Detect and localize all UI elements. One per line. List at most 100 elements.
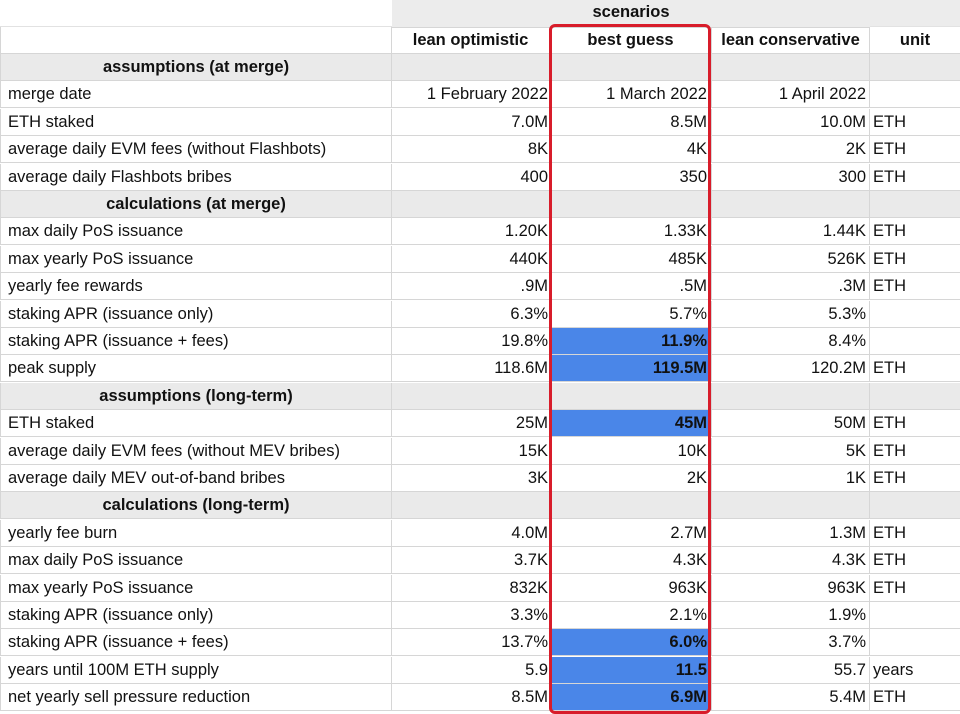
value-unit[interactable]: ETH [870,136,960,164]
col-header-lean-conservative[interactable]: lean conservative [712,27,870,54]
value-unit[interactable]: ETH [870,273,960,301]
row-label[interactable]: yearly fee burn [0,519,392,547]
row-label[interactable]: staking APR (issuance only) [0,300,392,328]
value-lean-conservative[interactable]: 2K [712,136,870,164]
value-lean-conservative[interactable]: 1.3M [712,519,870,547]
row-label[interactable]: ETH staked [0,108,392,136]
value-unit[interactable]: years [870,657,960,684]
value-lean-conservative[interactable]: 1 April 2022 [712,81,870,109]
value-lean-optimistic[interactable]: 7.0M [392,108,550,136]
row-label[interactable]: yearly fee rewards [0,273,392,301]
row-label[interactable]: peak supply [0,355,392,383]
value-lean-optimistic[interactable]: 1 February 2022 [392,81,550,109]
row-label[interactable]: staking APR (issuance + fees) [0,629,392,657]
value-lean-conservative[interactable]: 5K [712,437,870,465]
value-lean-conservative[interactable]: 300 [712,163,870,191]
value-lean-conservative[interactable]: 4.3K [712,547,870,575]
row-label[interactable]: max yearly PoS issuance [0,574,392,602]
value-lean-conservative[interactable]: 5.4M [712,684,870,712]
value-best-guess[interactable]: 2K [550,465,712,492]
value-lean-optimistic[interactable]: 8K [392,136,550,164]
col-header-unit[interactable]: unit [870,27,960,54]
value-best-guess[interactable]: 11.5 [550,656,712,684]
value-unit[interactable]: ETH [870,547,960,575]
value-unit[interactable]: ETH [870,410,960,438]
value-lean-conservative[interactable]: 50M [712,410,870,438]
row-label[interactable]: net yearly sell pressure reduction [0,684,392,712]
value-lean-optimistic[interactable]: 3.7K [392,547,550,575]
value-lean-optimistic[interactable]: 400 [392,163,550,191]
value-lean-optimistic[interactable]: 5.9 [392,656,550,684]
value-best-guess[interactable]: 11.9% [550,328,712,355]
value-best-guess[interactable]: 119.5M [550,355,712,383]
value-best-guess[interactable]: 8.5M [550,108,712,136]
value-lean-optimistic[interactable]: 19.8% [392,328,550,355]
col-header-lean-optimistic[interactable]: lean optimistic [392,27,550,54]
value-lean-optimistic[interactable]: 118.6M [392,355,550,383]
value-unit[interactable]: ETH [870,246,960,273]
value-unit[interactable] [870,328,960,355]
value-lean-conservative[interactable]: 3.7% [712,629,870,657]
value-lean-conservative[interactable]: 963K [712,574,870,602]
value-unit[interactable]: ETH [870,575,960,602]
value-unit[interactable] [870,602,960,629]
value-unit[interactable]: ETH [870,164,960,191]
value-unit[interactable]: ETH [870,109,960,136]
value-best-guess[interactable]: 6.9M [550,684,712,712]
value-unit[interactable]: ETH [870,438,960,465]
value-unit[interactable]: ETH [870,520,960,547]
row-label[interactable]: max daily PoS issuance [0,547,392,575]
value-unit[interactable]: ETH [870,465,960,492]
value-lean-conservative[interactable]: .3M [712,273,870,301]
value-best-guess[interactable]: 963K [550,574,712,602]
value-lean-conservative[interactable]: 1K [712,465,870,492]
value-best-guess[interactable]: 6.0% [550,629,712,657]
row-label[interactable]: average daily EVM fees (without MEV brib… [0,437,392,465]
value-lean-optimistic[interactable]: 13.7% [392,629,550,657]
value-lean-conservative[interactable]: 1.9% [712,602,870,629]
row-label[interactable]: average daily Flashbots bribes [0,163,392,191]
value-lean-optimistic[interactable]: 3.3% [392,602,550,629]
value-lean-conservative[interactable]: 8.4% [712,328,870,355]
value-lean-optimistic[interactable]: 1.20K [392,218,550,246]
value-best-guess[interactable]: 45M [550,410,712,438]
value-lean-conservative[interactable]: 526K [712,245,870,273]
value-unit[interactable]: ETH [870,355,960,383]
value-unit[interactable]: ETH [870,684,960,712]
value-best-guess[interactable]: 4.3K [550,547,712,575]
row-label[interactable]: average daily EVM fees (without Flashbot… [0,136,392,164]
row-label[interactable]: ETH staked [0,410,392,438]
value-best-guess[interactable]: 1.33K [550,218,712,246]
value-lean-conservative[interactable]: 55.7 [712,656,870,684]
row-label[interactable]: staking APR (issuance + fees) [0,328,392,355]
value-best-guess[interactable]: 4K [550,136,712,164]
row-label[interactable]: years until 100M ETH supply [0,656,392,684]
value-lean-optimistic[interactable]: 15K [392,437,550,465]
value-lean-optimistic[interactable]: 8.5M [392,684,550,712]
value-best-guess[interactable]: 485K [550,245,712,273]
value-lean-optimistic[interactable]: 3K [392,465,550,492]
value-lean-optimistic[interactable]: 832K [392,574,550,602]
value-unit[interactable] [870,301,960,328]
value-best-guess[interactable]: 350 [550,163,712,191]
value-best-guess[interactable]: 10K [550,437,712,465]
value-lean-optimistic[interactable]: 440K [392,245,550,273]
value-lean-conservative[interactable]: 120.2M [712,355,870,383]
row-label[interactable]: average daily MEV out-of-band bribes [0,465,392,492]
value-unit[interactable]: ETH [870,218,960,246]
value-best-guess[interactable]: .5M [550,273,712,301]
row-label[interactable]: merge date [0,81,392,109]
value-unit[interactable] [870,81,960,109]
value-best-guess[interactable]: 2.7M [550,519,712,547]
value-lean-optimistic[interactable]: 6.3% [392,300,550,328]
value-lean-optimistic[interactable]: 4.0M [392,519,550,547]
value-unit[interactable] [870,629,960,657]
value-lean-optimistic[interactable]: .9M [392,273,550,301]
row-label[interactable]: staking APR (issuance only) [0,602,392,629]
col-header-best-guess[interactable]: best guess [550,27,712,54]
value-lean-conservative[interactable]: 1.44K [712,218,870,246]
value-lean-optimistic[interactable]: 25M [392,410,550,438]
row-label[interactable]: max daily PoS issuance [0,218,392,246]
value-best-guess[interactable]: 5.7% [550,300,712,328]
row-label[interactable]: max yearly PoS issuance [0,245,392,273]
